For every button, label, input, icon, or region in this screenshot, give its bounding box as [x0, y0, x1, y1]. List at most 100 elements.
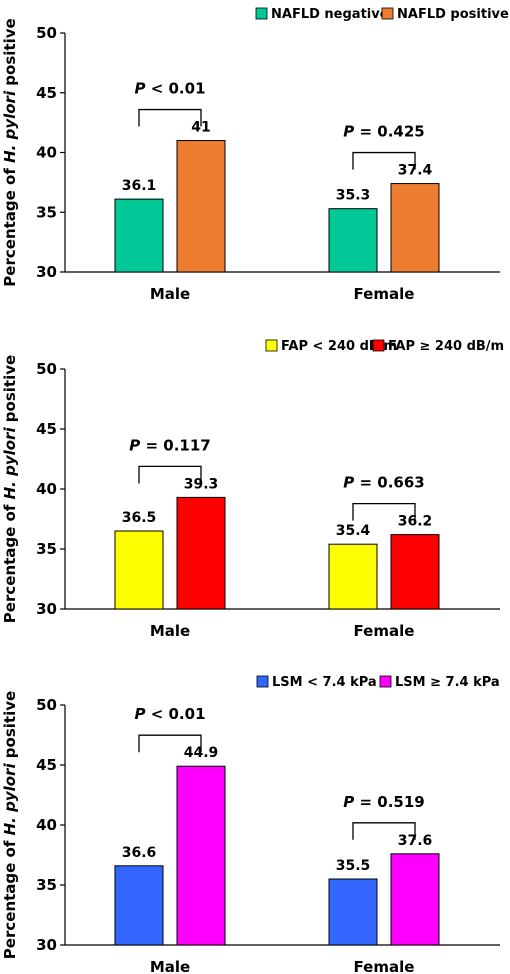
y-axis-label: Percentage of H. pylori positive	[1, 355, 19, 623]
y-axis-label-part: Percentage of	[1, 499, 19, 623]
data-label: 37.6	[398, 833, 433, 849]
x-category-label: Female	[354, 622, 415, 640]
p-value: 0.519	[377, 793, 424, 811]
chart-panel-1: 30 35 40 45 50 Percentage of H. pylori positi…	[1, 7, 509, 303]
x-category-label: Female	[354, 285, 415, 303]
p-relation: =	[354, 474, 377, 492]
y-tick-label: 45	[36, 756, 57, 774]
y-axis-label-part: positive	[1, 691, 19, 764]
legend-swatch	[265, 339, 278, 352]
p-relation: =	[140, 436, 163, 454]
bar	[114, 198, 164, 273]
data-label: 39.3	[184, 476, 219, 492]
y-axis-label-part: Percentage of	[1, 835, 19, 959]
bar	[390, 534, 440, 610]
bar	[328, 878, 378, 946]
p-symbol: P	[129, 436, 140, 454]
p-symbol: P	[343, 474, 354, 492]
bar	[328, 208, 378, 273]
bar	[390, 853, 440, 946]
y-axis-label: Percentage of H. pylori positive	[1, 18, 19, 286]
y-tick-label: 50	[36, 696, 57, 714]
y-axis-label-italic: H. pylori	[1, 763, 19, 836]
legend-label: LSM < 7.4 kPa	[272, 675, 377, 690]
y-axis-label: Percentage of H. pylori positive	[1, 691, 19, 959]
legend-swatch	[256, 675, 269, 688]
y-tick-label: 45	[36, 420, 57, 438]
y-tick-label: 35	[36, 540, 57, 558]
p-symbol: P	[343, 123, 354, 141]
chart-panel-3: 30 35 40 45 50 Percentage of H. pylori positi…	[1, 675, 500, 974]
x-category-label: Male	[150, 622, 190, 640]
x-category-label: Male	[150, 285, 190, 303]
data-label: 36.2	[398, 514, 433, 530]
legend-label: FAP ≥ 240 dB/m	[388, 339, 504, 354]
legend-swatch	[381, 7, 394, 20]
p-value-label: P = 0.663	[343, 474, 424, 492]
legend-label: NAFLD negative	[271, 7, 389, 22]
y-tick-label: 40	[36, 816, 57, 834]
significance-bracket	[352, 502, 416, 521]
y-axis-label-part: Percentage of	[1, 163, 19, 287]
p-relation: =	[354, 793, 377, 811]
significance-bracket	[138, 465, 202, 484]
data-label: 37.4	[398, 163, 433, 179]
data-label: 36.5	[122, 510, 157, 526]
y-tick-label: 50	[36, 24, 57, 42]
legend-swatch	[255, 7, 268, 20]
y-tick-label: 40	[36, 480, 57, 498]
data-label: 35.5	[336, 858, 371, 874]
data-label: 36.6	[122, 845, 157, 861]
y-tick-label: 30	[36, 263, 57, 281]
y-tick-label: 50	[36, 360, 57, 378]
p-value-label: P = 0.425	[343, 123, 424, 141]
y-tick-label: 35	[36, 203, 57, 221]
p-value: 0.425	[377, 123, 424, 141]
y-tick-label: 35	[36, 876, 57, 894]
legend-label: NAFLD positive	[397, 7, 509, 22]
significance-bracket	[352, 151, 416, 170]
y-tick-label: 30	[36, 600, 57, 618]
p-relation: <	[145, 705, 168, 723]
p-relation: =	[354, 123, 377, 141]
significance-bracket	[138, 108, 202, 127]
p-symbol: P	[343, 793, 354, 811]
data-label: 44.9	[184, 745, 219, 761]
bar	[328, 543, 378, 610]
p-value-label: P < 0.01	[134, 80, 205, 98]
significance-bracket	[352, 822, 416, 840]
p-value: 0.01	[169, 80, 206, 98]
y-tick-label: 40	[36, 144, 57, 162]
y-axis-label-part: positive	[1, 355, 19, 428]
legend-swatch	[372, 339, 385, 352]
bar	[114, 530, 164, 610]
bar	[114, 865, 164, 946]
bar	[176, 765, 226, 946]
data-label: 41	[191, 120, 210, 136]
data-label: 36.1	[122, 178, 157, 194]
x-category-label: Female	[354, 958, 415, 974]
p-symbol: P	[134, 80, 145, 98]
bar	[176, 140, 226, 273]
y-axis-label-part: positive	[1, 18, 19, 91]
legend-label: FAP < 240 dB/m	[281, 339, 397, 354]
y-tick-label: 30	[36, 936, 57, 954]
p-value: 0.01	[169, 705, 206, 723]
x-category-label: Male	[150, 958, 190, 974]
y-axis-label-italic: H. pylori	[1, 90, 19, 163]
bar	[176, 496, 226, 610]
p-relation: <	[145, 80, 168, 98]
data-label: 35.3	[336, 188, 371, 204]
p-symbol: P	[134, 705, 145, 723]
p-value: 0.117	[163, 436, 210, 454]
p-value-label: P < 0.01	[134, 705, 205, 723]
legend-swatch	[379, 675, 392, 688]
bar	[390, 183, 440, 273]
y-tick-label: 45	[36, 84, 57, 102]
p-value: 0.663	[377, 474, 424, 492]
p-value-label: P = 0.519	[343, 793, 424, 811]
significance-bracket	[138, 734, 202, 753]
p-value-label: P = 0.117	[129, 436, 210, 454]
legend-label: LSM ≥ 7.4 kPa	[395, 675, 500, 690]
